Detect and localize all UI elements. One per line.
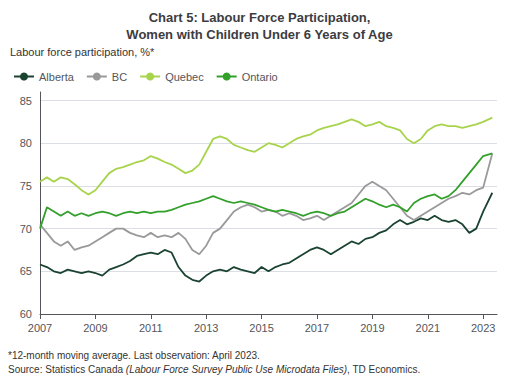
svg-text:75: 75 <box>20 180 32 192</box>
svg-text:2017: 2017 <box>305 322 329 334</box>
svg-text:2013: 2013 <box>194 322 218 334</box>
svg-text:60: 60 <box>20 308 32 320</box>
svg-text:70: 70 <box>20 223 32 235</box>
svg-text:, TD Economics.: , TD Economics. <box>347 364 420 375</box>
svg-text:2023: 2023 <box>471 322 495 334</box>
svg-text:Ontario: Ontario <box>242 71 278 83</box>
svg-text:2021: 2021 <box>416 322 440 334</box>
svg-text:*12-month moving average. Last: *12-month moving average. Last observati… <box>8 350 260 361</box>
svg-text:2009: 2009 <box>83 322 107 334</box>
svg-text:Alberta: Alberta <box>39 71 75 83</box>
svg-text:2019: 2019 <box>360 322 384 334</box>
svg-text:2007: 2007 <box>28 322 52 334</box>
svg-text:Women with Children Under 6 Ye: Women with Children Under 6 Years of Age <box>126 27 392 42</box>
svg-text:80: 80 <box>20 137 32 149</box>
svg-text:2011: 2011 <box>139 322 163 334</box>
svg-text:Chart 5: Labour Force Particip: Chart 5: Labour Force Participation, <box>149 10 371 25</box>
svg-text:BC: BC <box>112 71 127 83</box>
svg-text:(Labour Force Survey Public Us: (Labour Force Survey Public Use Microdat… <box>126 364 347 375</box>
svg-text:Quebec: Quebec <box>165 71 204 83</box>
svg-text:2015: 2015 <box>249 322 273 334</box>
svg-text:85: 85 <box>20 95 32 107</box>
svg-text:65: 65 <box>20 265 32 277</box>
svg-text:Labour force participation, %*: Labour force participation, %* <box>10 46 155 58</box>
svg-text:Source: Statistics Canada: Source: Statistics Canada <box>8 364 126 375</box>
